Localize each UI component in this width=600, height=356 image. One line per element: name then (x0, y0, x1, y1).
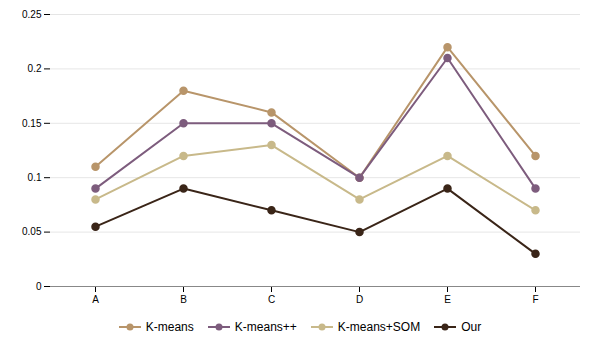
svg-text:0.1: 0.1 (28, 172, 42, 183)
svg-text:0.15: 0.15 (22, 118, 42, 129)
svg-text:C: C (268, 294, 275, 305)
html-text:K-means++: K-means++ (234, 320, 297, 334)
svg-text:F: F (532, 294, 538, 305)
svg-text:D: D (356, 294, 363, 305)
svg-text:E: E (444, 294, 451, 305)
html-text:K-means+SOM: K-means+SOM (337, 320, 421, 334)
html-text:K-means: K-means (145, 320, 194, 334)
svg-text:0: 0 (36, 281, 42, 292)
svg-text:0.05: 0.05 (22, 226, 42, 237)
svg-text:0.25: 0.25 (22, 9, 42, 20)
svg-text:0.2: 0.2 (28, 63, 42, 74)
svg-text:B: B (180, 294, 187, 305)
svg-text:A: A (92, 294, 99, 305)
html-text:Our: Our (461, 320, 482, 334)
